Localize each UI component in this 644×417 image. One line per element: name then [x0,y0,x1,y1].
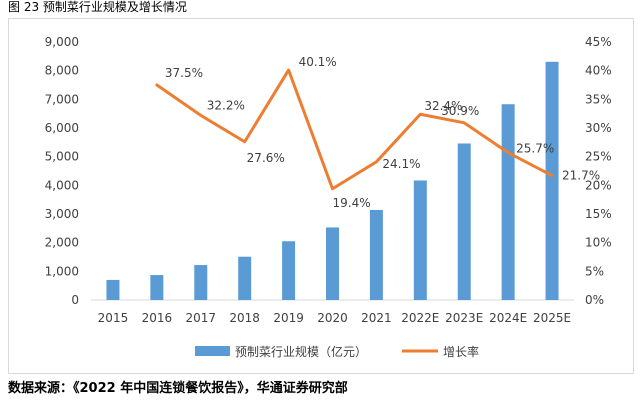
x-tick-label: 2017 [185,311,216,325]
growth-label-2023E: 30.9% [441,104,479,118]
y-left-tick-label: 2,000 [45,236,79,250]
bar-2022E [413,180,427,300]
legend-bar-label: 预制菜行业规模（亿元） [235,344,367,359]
growth-label-2019: 40.1% [299,55,337,69]
y-right-tick-label: 0% [585,293,604,307]
x-tick-label: 2015 [98,311,129,325]
chart-legend: 预制菜行业规模（亿元） 增长率 [195,344,479,359]
legend-line-label: 增长率 [443,344,479,359]
x-tick-label: 2019 [273,311,304,325]
y-left-tick-label: 5,000 [45,150,79,164]
y-left-tick-label: 3,000 [45,207,79,221]
legend-bar-swatch [195,346,230,356]
x-tick-label: 2024E [489,311,527,325]
x-tick-label: 2025E [533,311,571,325]
y-right-tick-label: 25% [585,150,612,164]
growth-label-2021: 24.1% [382,157,420,171]
y-right-tick-label: 10% [585,236,612,250]
figure-title: 图 23 预制菜行业规模及增长情况 [8,0,187,14]
bar-2016 [150,275,164,300]
bar-2017 [194,265,208,300]
y-right-tick-label: 20% [585,178,612,192]
y-right-tick-label: 5% [585,264,604,278]
growth-label-2016: 37.5% [165,66,203,80]
x-tick-label: 2018 [229,311,260,325]
y-right-tick-label: 30% [585,121,612,135]
growth-rate-line [155,68,554,191]
y-right-tick-label: 45% [585,35,612,49]
source-note: 数据来源：《2022 年中国连锁餐饮报告》，华通证券研究部 [8,381,348,396]
y-right-tick-label: 35% [585,92,612,106]
growth-label-2020: 19.4% [333,196,371,210]
bar-2023E [457,143,471,300]
growth-label-2025E: 21.7% [562,169,600,183]
x-tick-label: 2023E [445,311,483,325]
x-tick-label: 2020 [317,311,348,325]
y-left-tick-label: 9,000 [45,35,79,49]
bar-2019 [282,241,296,300]
y-right-tick-label: 40% [585,64,612,78]
bar-2020 [326,227,339,300]
chart-container: 0 1,000 2,000 3,000 4,000 5,000 6,000 7,000 8,00… [8,18,634,374]
line-series [155,68,554,191]
growth-label-2018: 27.6% [247,151,285,165]
bar-2024E [501,104,515,300]
chart-axes: 0 1,000 2,000 3,000 4,000 5,000 6,000 7,000 8,00… [45,35,612,325]
bar-2015 [106,279,120,300]
y-left-tick-label: 4,000 [45,178,79,192]
growth-label-2024E: 25.7% [516,142,554,156]
bar-2021 [369,209,383,300]
y-left-tick-label: 8,000 [45,64,79,78]
y-right-tick-label: 15% [585,207,612,221]
data-labels: 37.5% 32.2% 27.6% 40.1% 19.4% 24.1% 32.4%30.9%… [165,55,600,210]
x-tick-label: 2021 [361,311,392,325]
growth-label-2022E: 32.4% [424,99,462,113]
x-tick-label: 2022E [401,311,439,325]
x-tick-label: 2016 [142,311,173,325]
y-left-tick-label: 1,000 [45,264,79,278]
growth-label-2017: 32.2% [207,98,245,112]
bar-series [106,61,559,300]
bar-2018 [238,256,252,300]
y-left-tick-label: 0 [71,293,79,307]
bar-2025E [545,61,559,300]
y-left-tick-label: 7,000 [45,92,79,106]
combo-chart: 0 1,000 2,000 3,000 4,000 5,000 6,000 7,000 8,00… [45,35,612,359]
y-left-tick-label: 6,000 [45,121,79,135]
